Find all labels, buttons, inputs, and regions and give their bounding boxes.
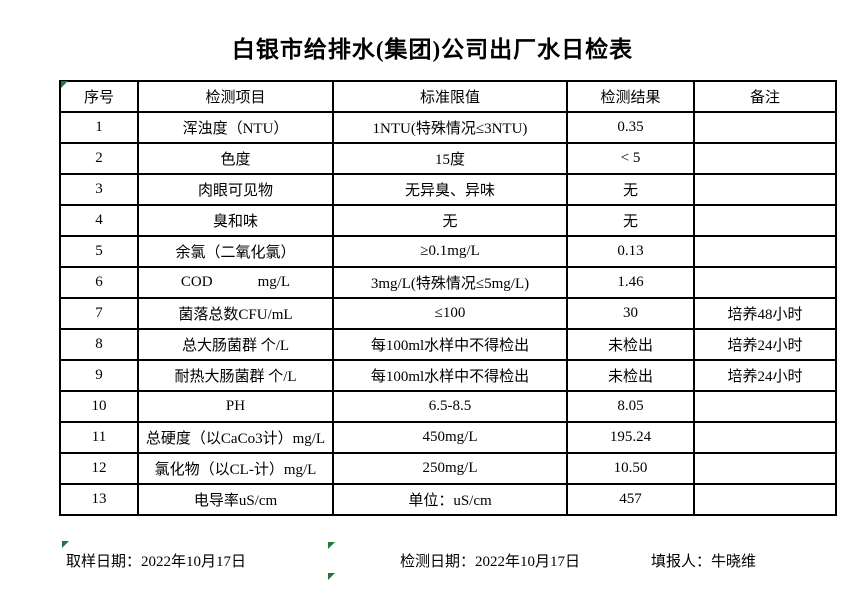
cell-error-marker-icon [62,541,69,548]
table-row: 11 总硬度（以CaCo3计）mg/L 450mg/L 195.24 [59,421,837,454]
cell-error-marker-icon [328,542,335,549]
table-row: 12 氯化物（以CL-计）mg/L 250mg/L 10.50 [59,452,837,485]
cell-result[interactable]: 0.13 [566,235,695,268]
col-header-note[interactable]: 备注 [693,80,837,113]
cell-no[interactable]: 5 [59,235,139,268]
cell-note[interactable] [693,235,837,268]
cell-no[interactable]: 8 [59,328,139,361]
cell-item[interactable]: 总大肠菌群 个/L [137,328,334,361]
cell-limit[interactable]: 每100ml水样中不得检出 [332,328,568,361]
cell-result[interactable]: 0.35 [566,111,695,144]
cell-limit[interactable]: 1NTU(特殊情况≤3NTU) [332,111,568,144]
cell-item[interactable]: 浑浊度（NTU） [137,111,334,144]
cell-item[interactable]: 耐热大肠菌群 个/L [137,359,334,392]
cell-no[interactable]: 10 [59,390,139,423]
cell-no[interactable]: 11 [59,421,139,454]
cell-error-marker-icon [61,81,68,88]
cell-no[interactable]: 2 [59,142,139,175]
cell-note[interactable] [693,390,837,423]
table-row: 10 PH 6.5-8.5 8.05 [59,390,837,423]
cell-result[interactable]: 1.46 [566,266,695,299]
cell-no[interactable]: 12 [59,452,139,485]
cell-error-marker-icon [328,573,335,580]
cell-limit[interactable]: 250mg/L [332,452,568,485]
cell-limit[interactable]: 450mg/L [332,421,568,454]
header-row: 序号 检测项目 标准限值 检测结果 备注 [59,80,837,113]
cell-item[interactable]: 菌落总数CFU/mL [137,297,334,330]
table-row: 13 电导率uS/cm 单位：uS/cm 457 [59,483,837,516]
cell-result[interactable]: 457 [566,483,695,516]
table-row: 2 色度 15度 < 5 [59,142,837,175]
cell-limit[interactable]: 每100ml水样中不得检出 [332,359,568,392]
cell-note[interactable] [693,452,837,485]
cell-result[interactable]: 无 [566,173,695,206]
cell-limit[interactable]: ≤100 [332,297,568,330]
reporter-label: 填报人：牛晓维 [651,554,757,570]
cell-limit[interactable]: 15度 [332,142,568,175]
col-header-no[interactable]: 序号 [59,80,139,113]
cell-item[interactable]: 总硬度（以CaCo3计）mg/L [137,421,334,454]
cell-item[interactable]: 余氯（二氧化氯） [137,235,334,268]
cell-no[interactable]: 9 [59,359,139,392]
cell-result[interactable]: 8.05 [566,390,695,423]
cell-note[interactable]: 培养48小时 [693,297,837,330]
cell-result[interactable]: 未检出 [566,328,695,361]
table-row: 5 余氯（二氧化氯） ≥0.1mg/L 0.13 [59,235,837,268]
cell-note[interactable] [693,111,837,144]
cell-no[interactable]: 1 [59,111,139,144]
cell-limit[interactable]: 6.5-8.5 [332,390,568,423]
cell-result[interactable]: 30 [566,297,695,330]
test-date-label: 检测日期：2022年10月17日 [400,554,581,570]
cell-note[interactable]: 培养24小时 [693,359,837,392]
table-row: 4 臭和味无无 [59,204,837,237]
cell-note[interactable] [693,421,837,454]
table-row: 8 总大肠菌群 个/L 每100ml水样中不得检出 未检出 培养24小时 [59,328,837,361]
cell-note[interactable] [693,204,837,237]
cell-item[interactable]: 肉眼可见物 [137,173,334,206]
daily-inspection-table: 序号 检测项目 标准限值 检测结果 备注 1 浑浊度（NTU） 1NTU(特殊情况≤… [59,80,837,516]
cell-note[interactable] [693,266,837,299]
cell-no[interactable]: 6 [59,266,139,299]
table-row: 1 浑浊度（NTU） 1NTU(特殊情况≤3NTU) 0.35 [59,111,837,144]
sample-date-label: 取样日期：2022年10月17日 [66,554,247,570]
cell-limit[interactable]: 3mg/L(特殊情况≤5mg/L) [332,266,568,299]
cell-item[interactable]: 色度 [137,142,334,175]
table-row: 9 耐热大肠菌群 个/L 每100ml水样中不得检出 未检出 培养24小时 [59,359,837,392]
col-header-limit[interactable]: 标准限值 [332,80,568,113]
cell-no[interactable]: 3 [59,173,139,206]
cell-no[interactable]: 7 [59,297,139,330]
cell-limit[interactable]: 无 [332,204,568,237]
cell-no[interactable]: 4 [59,204,139,237]
cell-item[interactable]: 臭和味 [137,204,334,237]
cell-note[interactable] [693,483,837,516]
page-title: 白银市给排水(集团)公司出厂水日检表 [231,37,634,62]
table-row: 7 菌落总数CFU/mL ≤100 30 培养48小时 [59,297,837,330]
cell-note[interactable]: 培养24小时 [693,328,837,361]
cell-note[interactable] [693,142,837,175]
cell-item[interactable]: 氯化物（以CL-计）mg/L [137,452,334,485]
cell-item[interactable]: PH [137,390,334,423]
cell-result[interactable]: 195.24 [566,421,695,454]
cell-limit[interactable]: 单位：uS/cm [332,483,568,516]
col-header-item[interactable]: 检测项目 [137,80,334,113]
cell-no[interactable]: 13 [59,483,139,516]
cell-limit[interactable]: 无异臭、异味 [332,173,568,206]
table-row: 6 COD mg/L 3mg/L(特殊情况≤5mg/L) 1.46 [59,266,837,299]
cell-result[interactable]: 10.50 [566,452,695,485]
cell-result[interactable]: 未检出 [566,359,695,392]
col-header-result[interactable]: 检测结果 [566,80,695,113]
cell-limit[interactable]: ≥0.1mg/L [332,235,568,268]
cell-result[interactable]: < 5 [566,142,695,175]
cell-item[interactable]: 电导率uS/cm [137,483,334,516]
cell-note[interactable] [693,173,837,206]
cell-result[interactable]: 无 [566,204,695,237]
table-body: 1 浑浊度（NTU） 1NTU(特殊情况≤3NTU) 0.35 2 色度 15度 < 5 3 肉眼… [59,111,837,516]
table-row: 3 肉眼可见物 无异臭、异味无 [59,173,837,206]
cell-item[interactable]: COD mg/L [137,266,334,299]
